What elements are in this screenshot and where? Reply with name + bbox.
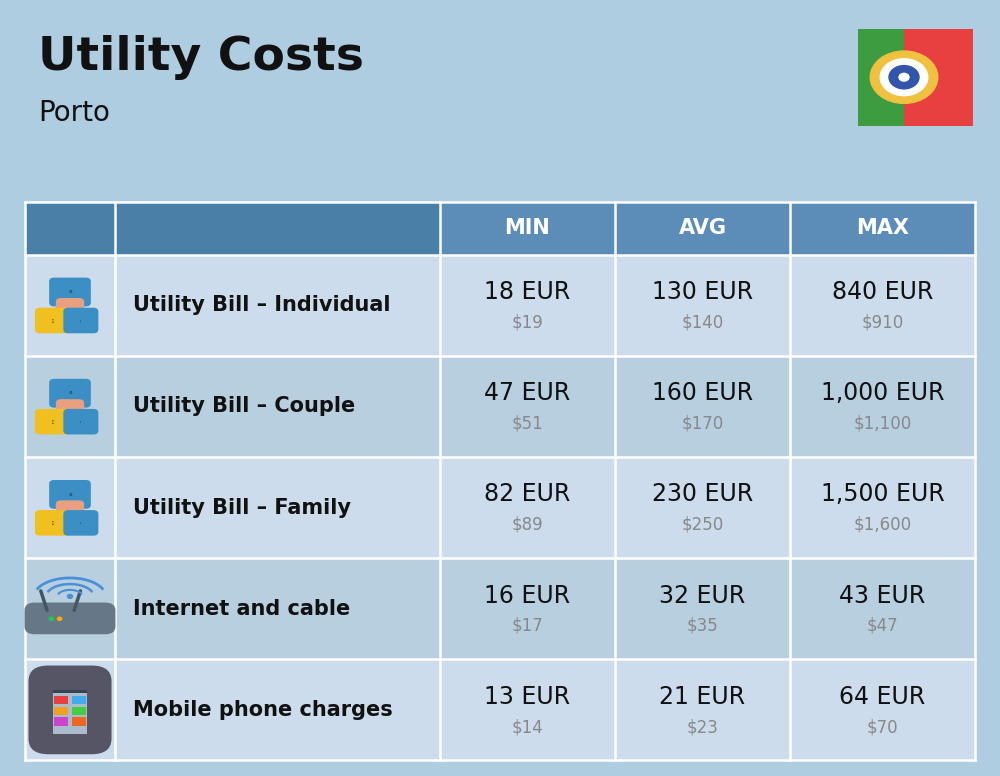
Circle shape xyxy=(899,73,909,81)
Text: $170: $170 xyxy=(681,414,724,432)
Text: 64 EUR: 64 EUR xyxy=(839,684,926,708)
Text: $17: $17 xyxy=(512,617,543,635)
Circle shape xyxy=(880,59,928,95)
FancyBboxPatch shape xyxy=(72,706,86,715)
FancyBboxPatch shape xyxy=(63,308,98,333)
Text: 1,500 EUR: 1,500 EUR xyxy=(821,483,944,507)
Text: ⚙: ⚙ xyxy=(68,391,72,395)
Circle shape xyxy=(889,66,919,88)
FancyBboxPatch shape xyxy=(25,457,975,558)
FancyBboxPatch shape xyxy=(25,202,975,255)
Text: AVG: AVG xyxy=(678,218,726,238)
FancyBboxPatch shape xyxy=(56,298,84,315)
Text: $910: $910 xyxy=(861,314,904,331)
FancyBboxPatch shape xyxy=(25,602,115,634)
FancyBboxPatch shape xyxy=(858,29,904,126)
Text: 🔌: 🔌 xyxy=(52,319,53,323)
Text: 47 EUR: 47 EUR xyxy=(484,381,571,405)
Text: 13 EUR: 13 EUR xyxy=(484,684,571,708)
Circle shape xyxy=(57,617,62,620)
Text: 130 EUR: 130 EUR xyxy=(652,280,753,304)
Text: MAX: MAX xyxy=(856,218,909,238)
Text: 43 EUR: 43 EUR xyxy=(839,584,926,608)
Text: 21 EUR: 21 EUR xyxy=(659,684,746,708)
Text: Utility Bill – Family: Utility Bill – Family xyxy=(133,497,351,518)
FancyBboxPatch shape xyxy=(25,660,975,760)
Text: $70: $70 xyxy=(867,718,898,736)
FancyBboxPatch shape xyxy=(72,696,86,705)
Text: 32 EUR: 32 EUR xyxy=(659,584,746,608)
Text: MIN: MIN xyxy=(505,218,550,238)
FancyBboxPatch shape xyxy=(63,510,98,535)
Text: 18 EUR: 18 EUR xyxy=(484,280,571,304)
Text: 840 EUR: 840 EUR xyxy=(832,280,933,304)
FancyBboxPatch shape xyxy=(115,202,440,255)
Text: Utility Bill – Couple: Utility Bill – Couple xyxy=(133,397,355,416)
FancyBboxPatch shape xyxy=(49,278,91,307)
Text: 82 EUR: 82 EUR xyxy=(484,483,571,507)
FancyBboxPatch shape xyxy=(25,558,975,660)
FancyBboxPatch shape xyxy=(49,379,91,407)
FancyBboxPatch shape xyxy=(54,717,68,726)
FancyBboxPatch shape xyxy=(56,501,84,518)
Circle shape xyxy=(870,51,938,103)
FancyBboxPatch shape xyxy=(56,399,84,416)
Text: $23: $23 xyxy=(687,718,718,736)
FancyBboxPatch shape xyxy=(63,409,98,435)
Circle shape xyxy=(67,594,73,598)
Text: Internet and cable: Internet and cable xyxy=(133,599,350,618)
Text: $1,600: $1,600 xyxy=(853,516,912,534)
FancyBboxPatch shape xyxy=(54,706,68,715)
FancyBboxPatch shape xyxy=(904,29,973,126)
Text: $250: $250 xyxy=(681,516,724,534)
FancyBboxPatch shape xyxy=(25,255,975,355)
FancyBboxPatch shape xyxy=(25,355,975,457)
FancyBboxPatch shape xyxy=(35,510,70,535)
Text: $89: $89 xyxy=(512,516,543,534)
Text: $1,100: $1,100 xyxy=(853,414,912,432)
Circle shape xyxy=(49,617,53,620)
Text: Mobile phone charges: Mobile phone charges xyxy=(133,700,393,720)
FancyBboxPatch shape xyxy=(49,480,91,509)
Text: Utility Costs: Utility Costs xyxy=(38,35,364,80)
Text: $19: $19 xyxy=(512,314,543,331)
Text: 16 EUR: 16 EUR xyxy=(484,584,571,608)
Text: ⚙: ⚙ xyxy=(68,290,72,294)
Text: Utility Bill – Individual: Utility Bill – Individual xyxy=(133,295,390,315)
Text: Porto: Porto xyxy=(38,99,110,126)
Text: $51: $51 xyxy=(512,414,543,432)
FancyBboxPatch shape xyxy=(28,666,112,754)
FancyBboxPatch shape xyxy=(25,202,115,255)
Text: 230 EUR: 230 EUR xyxy=(652,483,753,507)
Text: 🔌: 🔌 xyxy=(52,420,53,424)
FancyBboxPatch shape xyxy=(72,717,86,726)
Text: 1,000 EUR: 1,000 EUR xyxy=(821,381,944,405)
Text: 160 EUR: 160 EUR xyxy=(652,381,753,405)
Text: 🔌: 🔌 xyxy=(52,521,53,525)
FancyBboxPatch shape xyxy=(53,690,87,734)
FancyBboxPatch shape xyxy=(35,409,70,435)
FancyBboxPatch shape xyxy=(54,696,68,705)
FancyBboxPatch shape xyxy=(53,690,87,693)
Text: ⚙: ⚙ xyxy=(68,493,72,497)
FancyBboxPatch shape xyxy=(35,308,70,333)
Text: $140: $140 xyxy=(681,314,724,331)
Text: $14: $14 xyxy=(512,718,543,736)
Text: $47: $47 xyxy=(867,617,898,635)
Text: $35: $35 xyxy=(687,617,718,635)
